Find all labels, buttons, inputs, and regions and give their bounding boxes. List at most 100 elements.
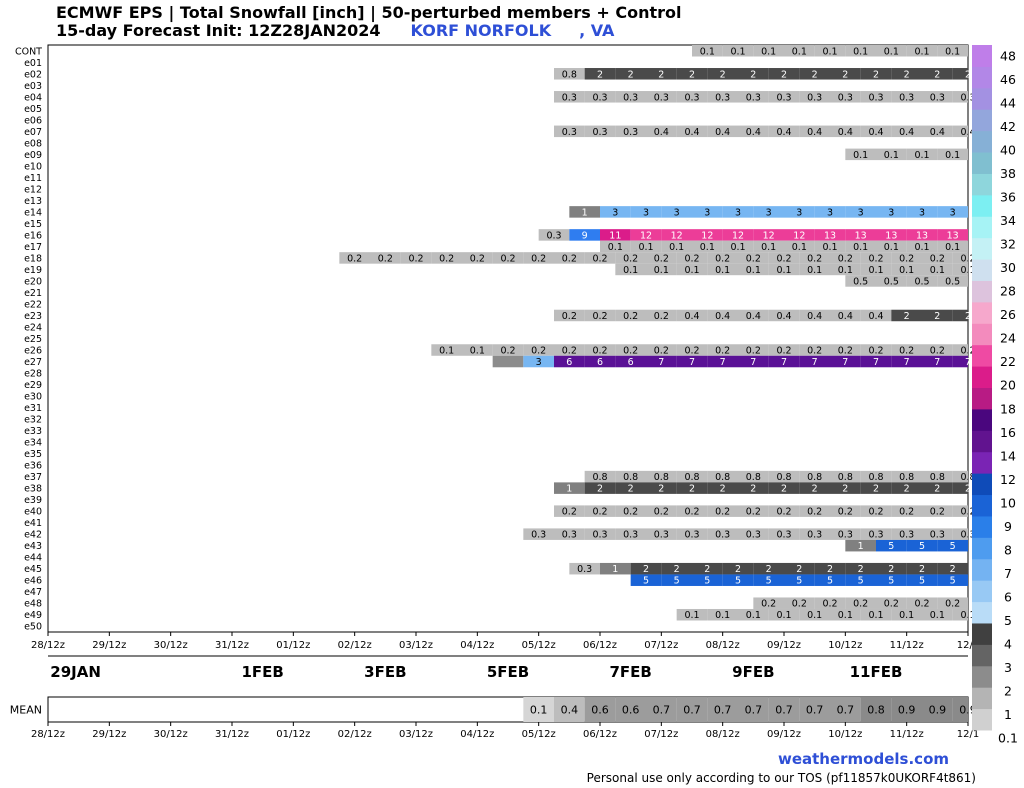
- member-cell: [952, 68, 968, 80]
- member-cell: [830, 608, 861, 621]
- member-cell: [584, 252, 616, 264]
- cell-value: 0.2: [930, 253, 945, 264]
- cell-value: 0.4: [960, 127, 975, 138]
- member-cell: [600, 562, 631, 575]
- member-cell: [906, 148, 938, 161]
- cell-value: 3: [950, 207, 956, 218]
- cell-value: 2: [965, 484, 971, 495]
- member-cell: [799, 470, 830, 483]
- member-cell: [952, 470, 968, 483]
- cell-value: 0.3: [807, 530, 822, 541]
- brand-link[interactable]: weathermodels.com: [777, 750, 949, 768]
- member-cell: [676, 528, 708, 540]
- member-cell: [492, 344, 524, 356]
- member-cell: [615, 309, 646, 322]
- mean-x-tick-label: 02/12z: [338, 729, 372, 740]
- member-cell: [554, 252, 585, 264]
- member-cell: [799, 344, 830, 356]
- cell-value: 0.3: [592, 127, 607, 138]
- cell-value: 0.3: [654, 92, 669, 103]
- cell-value: 0.1: [930, 265, 945, 276]
- member-label: e46: [24, 576, 42, 587]
- x-tick-label: 03/12z: [399, 640, 433, 651]
- cell-value: 0.8: [746, 472, 761, 483]
- cell-value: 0.2: [960, 346, 975, 357]
- member-cell: [799, 125, 830, 138]
- cell-value: 12: [732, 230, 744, 241]
- member-cell: [952, 505, 968, 517]
- cell-value: 0.1: [715, 610, 730, 621]
- colorbar-segment: [972, 408, 992, 431]
- member-cell: [431, 252, 462, 264]
- cell-value: 5: [950, 576, 956, 587]
- cell-value: 0.1: [638, 242, 653, 253]
- member-cell: [860, 68, 892, 80]
- member-cell: [784, 45, 815, 57]
- member-label: e48: [24, 599, 42, 610]
- member-cell: [891, 528, 922, 540]
- member-cell: [860, 252, 892, 264]
- member-cell: [860, 528, 892, 540]
- mean-x-tick-label: 10/12z: [828, 729, 862, 740]
- colorbar-segment: [972, 558, 992, 581]
- member-cell: [646, 252, 677, 264]
- x-tick-label: 06/12z: [583, 640, 617, 651]
- cell-value: 0.2: [715, 346, 730, 357]
- cell-value: 0.1: [945, 242, 960, 253]
- member-cell: [860, 505, 892, 517]
- cell-value: 0.2: [930, 507, 945, 518]
- cell-value: 0.3: [838, 530, 853, 541]
- member-cell: [784, 597, 815, 609]
- member-cell: [538, 229, 570, 241]
- cell-value: 2: [919, 564, 925, 575]
- tos-notice: Personal use only according to our TOS (…: [586, 771, 976, 785]
- colorbar-label: 9: [1004, 519, 1012, 534]
- cell-value: 0.3: [960, 92, 975, 103]
- member-label: e36: [24, 461, 42, 472]
- cell-value: 0.3: [960, 530, 975, 541]
- colorbar-segment: [972, 259, 992, 281]
- colorbar-segment: [972, 323, 992, 346]
- cell-value: 0.2: [592, 507, 607, 518]
- member-cell: [615, 263, 646, 276]
- member-label: e41: [24, 518, 42, 529]
- cell-value: 7: [842, 357, 848, 368]
- station-state: , VA: [579, 21, 615, 40]
- cell-value: 0.1: [853, 150, 868, 161]
- cell-value: 0.2: [914, 599, 929, 610]
- colorbar-segment: [972, 451, 992, 474]
- date-label: 7FEB: [609, 663, 651, 681]
- member-cell: [922, 263, 953, 276]
- colorbar-segment: [972, 237, 992, 260]
- cell-value: 0.8: [899, 472, 914, 483]
- cell-value: 12: [671, 230, 683, 241]
- member-cell: [661, 240, 692, 253]
- cell-value: 2: [628, 69, 634, 80]
- member-label: e15: [24, 219, 42, 230]
- cell-value: 12: [793, 230, 805, 241]
- cell-value: 0.1: [914, 46, 929, 57]
- cell-value: 0.1: [715, 265, 730, 276]
- member-label: e08: [24, 138, 42, 149]
- cell-value: 3: [612, 207, 618, 218]
- cell-value: 5: [766, 576, 772, 587]
- cell-value: 0.2: [853, 599, 868, 610]
- member-cell: [906, 574, 938, 586]
- member-cell: [784, 240, 815, 253]
- colorbar-label: 34: [1000, 213, 1016, 228]
- member-cell: [615, 91, 646, 103]
- member-cell: [661, 229, 692, 241]
- member-cell: [830, 344, 861, 356]
- cell-value: 0.2: [684, 346, 699, 357]
- member-cell: [906, 597, 938, 609]
- member-cell: [722, 45, 754, 57]
- mean-x-tick-label: 04/12z: [460, 729, 494, 740]
- member-cell: [937, 45, 968, 57]
- member-label: e28: [24, 369, 42, 380]
- member-cell: [830, 470, 861, 483]
- member-cell: [799, 309, 830, 322]
- member-cell: [692, 574, 723, 586]
- cell-value: 0.1: [853, 46, 868, 57]
- cell-value: 0.2: [592, 346, 607, 357]
- cell-value: 0.8: [562, 69, 577, 80]
